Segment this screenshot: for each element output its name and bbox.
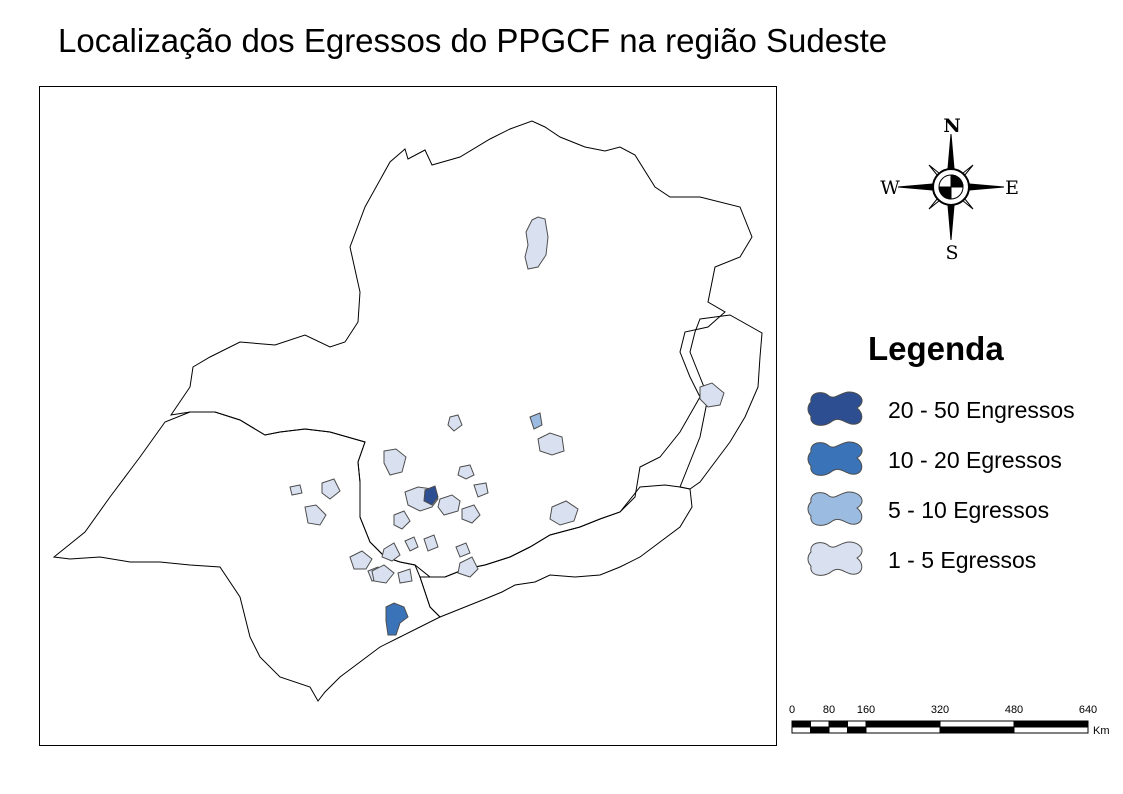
legend-item: 10 - 20 Egressos [805,438,1123,478]
map-canvas [52,120,763,702]
legend-item: 20 - 50 Engressos [805,388,1123,428]
municipality-1-5 [404,536,419,552]
legend-item: 1 - 5 Egressos [805,538,1123,578]
municipality-1-5 [549,500,579,526]
municipality-1-5 [437,494,461,516]
municipality-20-50 [423,485,439,506]
municipality-1-5 [455,542,471,558]
legend-swatch [807,391,863,426]
municipality-1-5 [447,414,463,432]
scale-tick-label: 160 [856,704,876,716]
compass-rose: N S E W [876,112,1026,264]
municipality-1-5 [524,216,549,270]
municipality-1-5 [457,464,475,480]
scale-tick-label: 0 [788,704,796,716]
compass-east: E [1005,177,1019,199]
state-rio-de-janeiro [419,484,693,618]
scale-tick-label: 320 [930,704,950,716]
municipality-1-5 [304,504,327,526]
municipality-5-10 [529,412,543,430]
municipality-1-5 [371,564,395,584]
scale-unit: Km [1093,725,1110,737]
scale-tick-label: 640 [1078,704,1098,716]
scale-bar-graphic [791,720,1089,734]
municipality-1-5 [383,448,407,476]
municipality-1-5 [381,542,401,562]
legend-swatch [807,491,863,526]
compass-north: N [943,115,960,137]
map-frame [39,86,777,746]
municipality-1-5 [537,432,565,456]
legend-title: Legenda [868,330,1004,367]
state-minas-gerais [169,120,753,578]
scale-tick-label: 480 [1004,704,1024,716]
compass-west: W [880,177,900,199]
municipality-1-5 [321,478,341,500]
state-sao-paulo [52,411,441,702]
municipality-1-5 [699,382,725,408]
compass-south: S [945,242,958,262]
municipality-1-5 [473,482,489,498]
legend-label: 20 - 50 Engressos [888,397,1075,423]
municipality-1-5 [457,556,479,578]
municipality-1-5 [423,534,439,552]
municipality-1-5 [349,550,373,570]
municipality-1-5 [289,484,303,496]
scale-tick-label: 80 [822,704,836,716]
compass-icon: N S E W [880,115,1019,264]
legend-swatch [807,441,863,476]
municipality-10-20 [385,602,409,636]
legend-label: 1 - 5 Egressos [888,547,1037,573]
legend-item: 5 - 10 Egressos [805,488,1123,528]
legend-swatch [807,541,863,576]
municipality-1-5 [397,568,413,584]
legend-label: 5 - 10 Egressos [888,497,1050,523]
municipality-1-5 [393,510,411,530]
municipality-1-5 [461,504,481,524]
scale-bar: 0 80 160 320 480 640 Km [786,700,1116,750]
state-espirito-santo [679,314,763,490]
map-title: Localização dos Egressos do PPGCF na reg… [58,22,888,59]
legend-label: 10 - 20 Egressos [888,447,1062,473]
